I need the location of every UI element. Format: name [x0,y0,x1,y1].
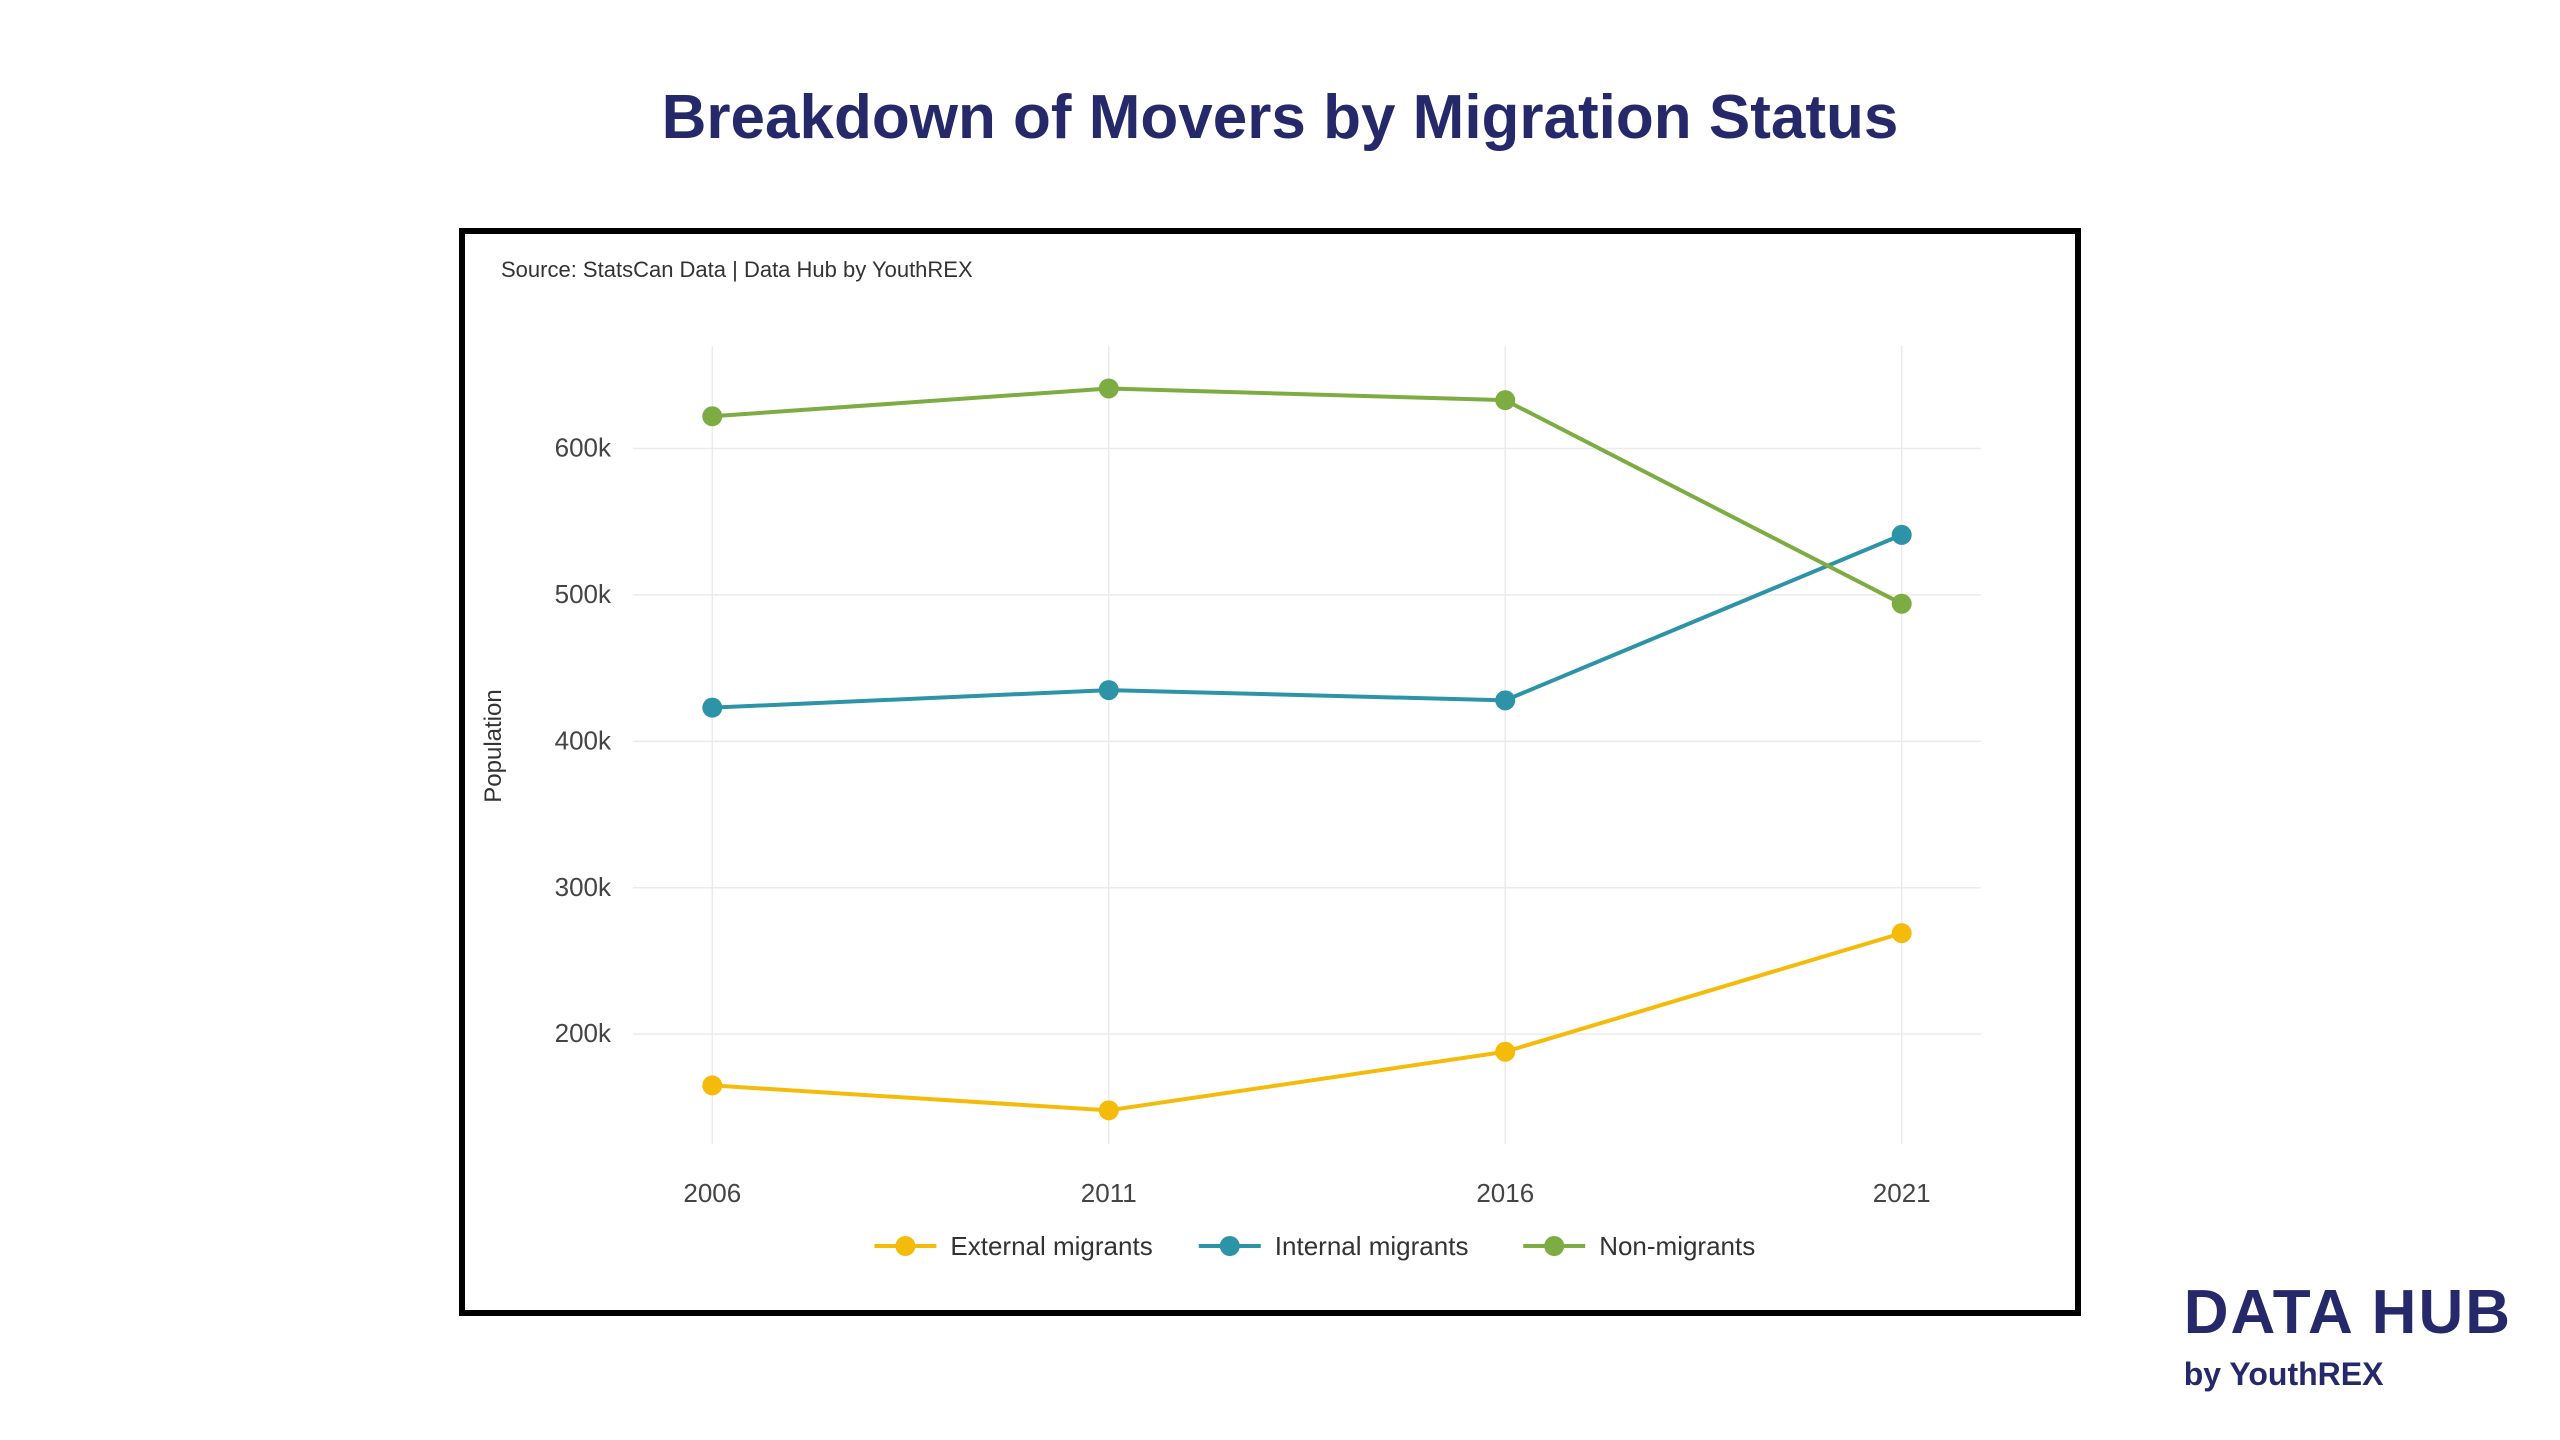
data-point [702,697,723,718]
y-tick-label: 200k [555,1018,612,1048]
data-point [1098,1100,1119,1121]
page-title: Breakdown of Movers by Migration Status [661,83,1899,152]
data-point [1891,524,1912,545]
series-internal-migrants [702,524,1912,718]
data-point [1891,923,1912,944]
y-tick-label: 500k [555,579,612,609]
legend-item: Non-migrants [1523,1231,1755,1261]
chart-frame: Source: StatsCan Data | Data Hub by Yout… [459,228,2081,1316]
data-point [1495,690,1516,711]
data-point [1495,390,1516,411]
legend-label: External migrants [950,1231,1152,1261]
legend-label: Internal migrants [1275,1231,1469,1261]
legend-item: External migrants [874,1231,1153,1261]
series-line [712,386,1903,606]
data-point [1495,1041,1516,1062]
data-point [1098,378,1119,399]
legend-swatch-point [895,1236,916,1256]
series-external-migrants [702,923,1912,1121]
y-tick-label: 600k [555,432,612,462]
legend-swatch-point [1544,1236,1565,1256]
axis-tick-labels: 200k 300k 400k 500k 600k 2006 2011 2016 2021 [555,432,1931,1208]
legend-swatch-point [1219,1236,1240,1256]
data-point [702,1075,723,1096]
brand-logo: DATA HUB by YouthREX [2184,1282,2512,1393]
brand-name: DATA HUB [2183,1278,2512,1347]
x-tick-label: 2016 [1476,1178,1534,1208]
legend-label: Non-migrants [1599,1231,1755,1261]
brand-tagline: by YouthREX [2183,1356,2384,1392]
x-tick-label: 2011 [1081,1178,1137,1208]
gridlines [633,346,1981,1144]
data-series [702,378,1912,1121]
y-axis-title: Population [480,689,507,802]
x-tick-label: 2021 [1873,1178,1931,1208]
x-tick-label: 2006 [683,1178,741,1208]
y-tick-label: 400k [555,725,612,755]
data-point [1891,593,1912,614]
series-line [712,533,1903,710]
line-chart: Source: StatsCan Data | Data Hub by Yout… [480,257,1981,1261]
series-non-migrants [702,378,1912,614]
legend: External migrants Internal migrants Non-mi… [874,1231,1755,1261]
legend-item: Internal migrants [1198,1231,1469,1261]
y-tick-label: 300k [555,872,612,902]
data-point [1098,680,1119,701]
series-line [712,931,1903,1113]
chart-source-note: Source: StatsCan Data | Data Hub by Yout… [501,257,973,282]
data-point [702,406,723,427]
